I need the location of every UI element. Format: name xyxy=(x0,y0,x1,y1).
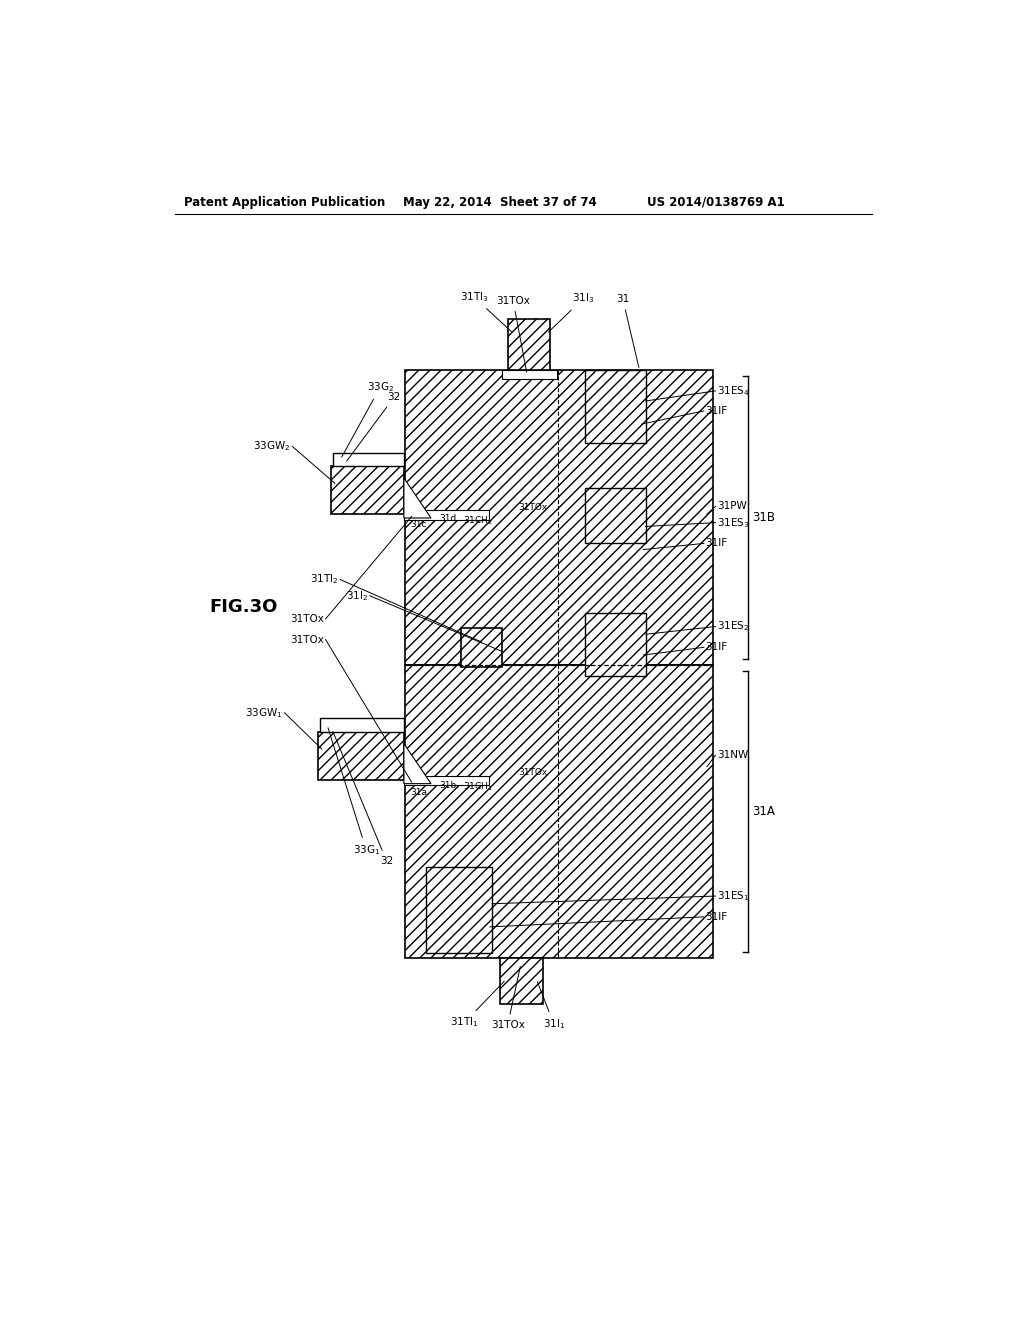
Text: 31B: 31B xyxy=(752,511,775,524)
Polygon shape xyxy=(403,478,431,517)
Text: 33GW$_1$: 33GW$_1$ xyxy=(246,706,283,719)
Text: 32: 32 xyxy=(347,392,400,461)
Text: 31TI$_1$: 31TI$_1$ xyxy=(451,981,504,1030)
Bar xyxy=(403,776,489,785)
Text: 31ES$_2$: 31ES$_2$ xyxy=(717,619,750,634)
Bar xyxy=(500,958,543,1003)
Bar xyxy=(406,370,713,665)
Text: 31d: 31d xyxy=(439,515,457,523)
Bar xyxy=(331,466,403,515)
Text: 31TOx: 31TOx xyxy=(497,296,530,372)
Bar xyxy=(317,733,403,780)
Text: 31IF: 31IF xyxy=(706,643,727,652)
Text: 32: 32 xyxy=(333,731,393,866)
Text: 31ES$_1$: 31ES$_1$ xyxy=(717,890,750,903)
Text: 31TOx: 31TOx xyxy=(290,635,324,644)
Text: 31PW: 31PW xyxy=(717,502,746,511)
Text: 31b: 31b xyxy=(439,780,457,789)
Text: 31I$_2$: 31I$_2$ xyxy=(346,589,369,603)
Text: 31a: 31a xyxy=(411,788,427,796)
Text: 31ES$_4$: 31ES$_4$ xyxy=(717,384,750,397)
Text: 31IF: 31IF xyxy=(706,912,727,921)
Text: 31TI$_2$: 31TI$_2$ xyxy=(310,573,339,586)
Polygon shape xyxy=(403,743,431,784)
Text: 31A: 31A xyxy=(752,805,775,818)
Text: May 22, 2014  Sheet 37 of 74: May 22, 2014 Sheet 37 of 74 xyxy=(403,195,597,209)
Bar xyxy=(406,665,713,958)
Text: FIG.3O: FIG.3O xyxy=(209,598,278,616)
Text: 31CH$_1$: 31CH$_1$ xyxy=(463,780,493,793)
Text: 31NW: 31NW xyxy=(717,750,749,760)
Text: 31ES$_3$: 31ES$_3$ xyxy=(717,516,750,529)
Text: 31TOx: 31TOx xyxy=(518,768,548,777)
Text: 31I$_1$: 31I$_1$ xyxy=(538,982,565,1031)
Bar xyxy=(586,488,646,544)
Text: 31TI$_3$: 31TI$_3$ xyxy=(460,290,512,333)
Text: 31IF: 31IF xyxy=(706,407,727,416)
Bar xyxy=(334,453,403,466)
Bar xyxy=(426,867,493,953)
Text: 31TOx: 31TOx xyxy=(290,614,324,624)
Text: 31: 31 xyxy=(616,294,639,367)
Text: 31IF: 31IF xyxy=(706,539,727,548)
Bar xyxy=(461,628,502,667)
Text: Patent Application Publication: Patent Application Publication xyxy=(183,195,385,209)
Text: US 2014/0138769 A1: US 2014/0138769 A1 xyxy=(647,195,785,209)
Text: 31I$_3$: 31I$_3$ xyxy=(549,292,595,333)
Text: 31TOx: 31TOx xyxy=(518,503,548,512)
Text: 31c: 31c xyxy=(411,520,427,529)
Bar xyxy=(502,370,557,379)
Text: 33G$_2$: 33G$_2$ xyxy=(342,380,394,457)
Bar xyxy=(321,718,403,733)
Bar xyxy=(586,370,646,444)
Bar xyxy=(403,511,489,520)
Text: 31TOx: 31TOx xyxy=(490,966,524,1030)
Bar xyxy=(586,612,646,676)
Bar xyxy=(508,318,550,370)
Text: 33GW$_2$: 33GW$_2$ xyxy=(253,440,291,453)
Text: 33G$_1$: 33G$_1$ xyxy=(328,727,380,857)
Text: 31CH$_2$: 31CH$_2$ xyxy=(463,513,493,527)
